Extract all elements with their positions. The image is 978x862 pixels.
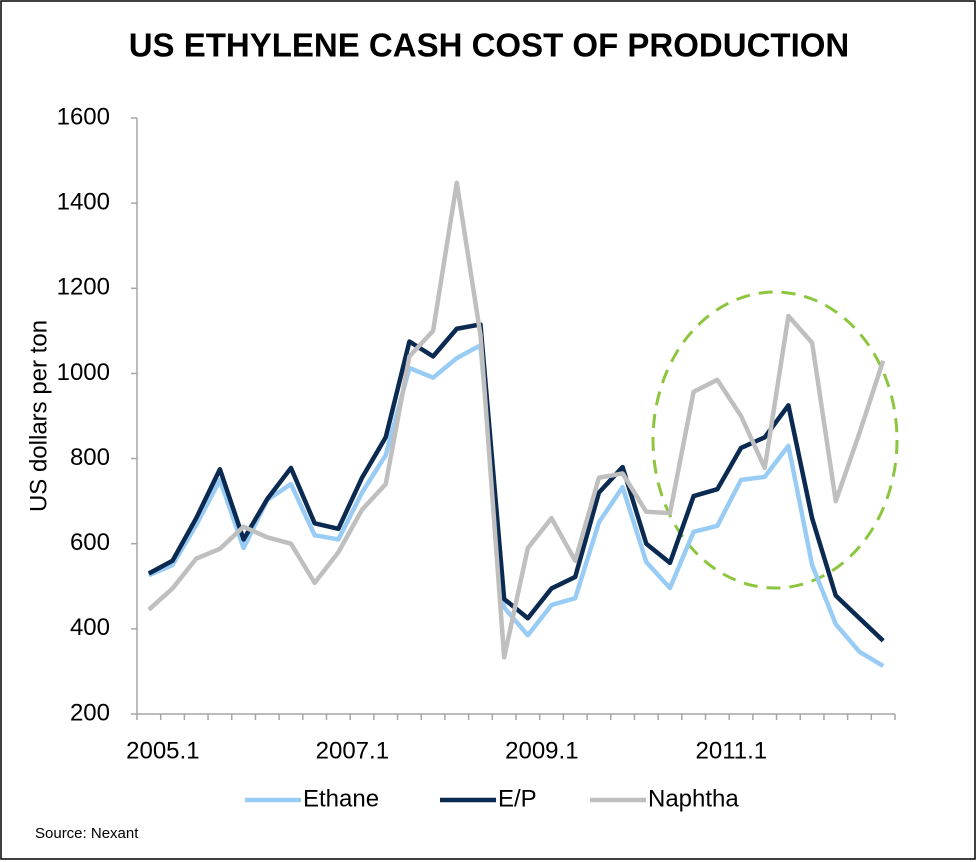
chart-title: US ETHYLENE CASH COST OF PRODUCTION: [129, 27, 850, 64]
x-tick-label: 2009.1: [505, 737, 578, 764]
x-tick-label: 2011.1: [696, 737, 768, 764]
x-tick-label: 2005.1: [126, 737, 199, 764]
y-tick-label: 1600: [57, 103, 110, 130]
y-tick-label: 200: [70, 699, 110, 726]
legend-label: E/P: [498, 785, 537, 812]
y-tick-label: 600: [70, 529, 110, 556]
y-tick-label: 800: [70, 444, 110, 471]
legend-label: Naphtha: [648, 785, 739, 812]
y-axis-label: US dollars per ton: [25, 320, 52, 512]
x-tick-label: 2007.1: [316, 737, 389, 764]
y-tick-label: 400: [70, 614, 110, 641]
source-note: Source: Nexant: [35, 825, 139, 842]
y-tick-label: 1000: [57, 359, 110, 386]
series-line: [147, 180, 886, 660]
y-tick-label: 1200: [57, 274, 110, 301]
highlight-ellipse: [651, 290, 899, 590]
y-tick-label: 1400: [57, 188, 110, 215]
legend-label: Ethane: [303, 785, 379, 812]
